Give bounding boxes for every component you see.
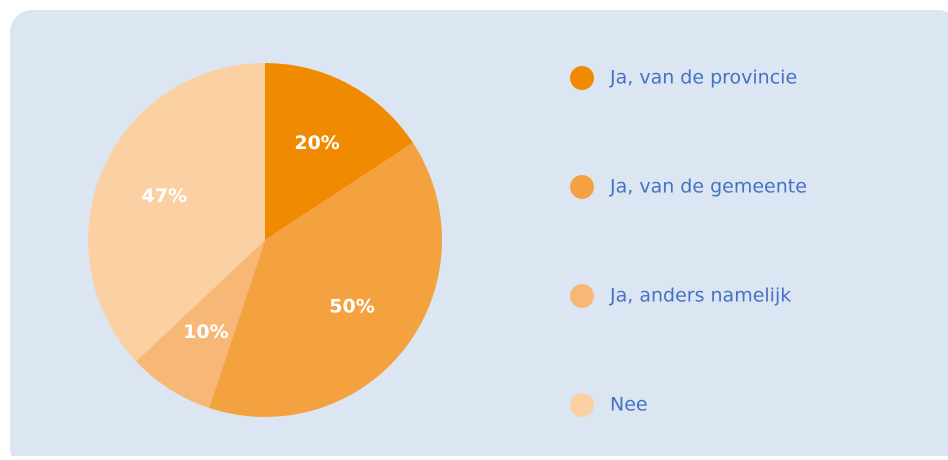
legend-swatch: [570, 175, 594, 199]
slice-label: 50%: [329, 295, 374, 317]
slice-label: 10%: [183, 321, 228, 343]
slice-label: 20%: [294, 132, 339, 154]
legend-swatch: [570, 393, 594, 417]
pie-slice: [265, 63, 413, 240]
legend-label: Ja, anders namelijk: [609, 285, 791, 307]
legend-swatch: [570, 284, 594, 308]
legend-label: Nee: [610, 394, 648, 416]
pie-slice: [209, 142, 443, 418]
pie-slice: [136, 240, 265, 408]
slice-label: 47%: [142, 185, 187, 207]
pie-slice: [88, 63, 265, 362]
legend-swatch: [570, 66, 594, 90]
legend-label: Ja, van de gemeente: [609, 176, 807, 198]
legend-label: Ja, van de provincie: [609, 67, 797, 89]
